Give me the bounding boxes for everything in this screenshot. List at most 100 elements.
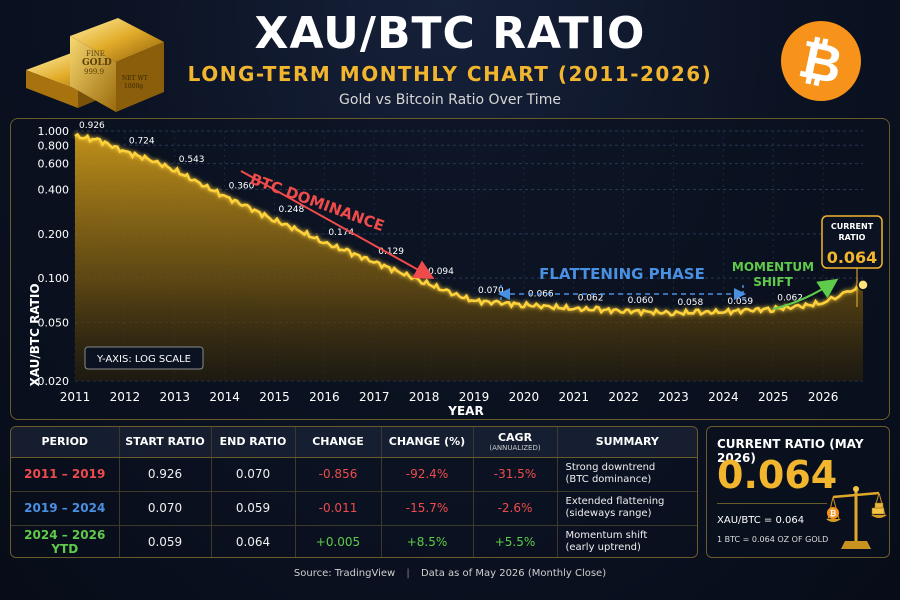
header: FINE GOLD 999.9 NET WT 1000g XAU/BTC RAT… <box>0 0 900 112</box>
momentum-arrow <box>772 278 839 310</box>
header-change-pct: CHANGE (%) <box>381 427 474 458</box>
x-tick-label: 2024 <box>708 390 739 404</box>
x-tick-label: 2022 <box>608 390 639 404</box>
btc-dominance-arrow <box>240 170 435 279</box>
table-row: 2019 – 2024 0.070 0.059 -0.011 -15.7% -2… <box>11 491 697 526</box>
x-tick-label: 2023 <box>658 390 689 404</box>
row-start: 0.070 <box>119 491 212 526</box>
x-tick-label: 2021 <box>558 390 589 404</box>
row-change-pct: -15.7% <box>381 491 474 526</box>
row-summary: Momentum shift (early uptrend) <box>557 525 697 557</box>
current-ratio-value: 0.064 <box>717 453 838 497</box>
row-change-pct: -92.4% <box>381 457 474 492</box>
current-ratio-marker <box>857 279 869 291</box>
x-tick-label: 2025 <box>758 390 789 404</box>
y-tick-label: 0.800 <box>38 139 70 152</box>
data-label: 0.926 <box>79 121 105 131</box>
y-tick-label: 1.000 <box>38 125 70 138</box>
log-scale-note-box <box>84 346 204 370</box>
data-label: 0.248 <box>278 205 304 215</box>
row-summary-line1: Momentum shift <box>565 530 648 542</box>
current-ratio-callout-line1: CURRENT <box>831 222 874 231</box>
ratio-area <box>75 134 863 381</box>
as-of-text: Data as of May 2026 (Monthly Close) <box>420 568 607 579</box>
source-text: Source: TradingView <box>293 568 396 579</box>
header-period: PERIOD <box>11 427 120 458</box>
y-axis-label: XAU/BTC RATIO <box>28 283 42 386</box>
gold-bars-icon: FINE GOLD 999.9 NET WT 1000g <box>26 18 164 112</box>
data-label: 0.060 <box>628 296 654 306</box>
x-tick-label: 2014 <box>209 390 240 404</box>
gold-bar-text-4: NET WT <box>122 75 148 82</box>
momentum-shift-label-1: MOMENTUM <box>732 260 814 274</box>
x-axis-label: YEAR <box>447 404 483 418</box>
data-label: 0.094 <box>428 267 454 277</box>
row-summary: Extended flattening (sideways range) <box>557 491 697 526</box>
row-change: -0.011 <box>295 491 382 526</box>
row-summary-line1: Extended flattening <box>565 496 665 507</box>
current-ratio-equation: XAU/BTC = 0.064 <box>717 515 805 526</box>
page-title: XAU/BTC RATIO <box>254 8 646 59</box>
x-tick-label: 2016 <box>309 390 340 404</box>
header-summary: SUMMARY <box>557 427 697 458</box>
y-tick-label: 0.100 <box>38 272 70 285</box>
y-tick-label: 0.200 <box>38 228 70 241</box>
momentum-shift-label-2: SHIFT <box>753 275 793 289</box>
x-tick-label: 2013 <box>159 390 190 404</box>
row-start: 0.059 <box>119 525 212 557</box>
data-label: 0.360 <box>229 181 255 191</box>
data-label: 0.062 <box>578 294 604 304</box>
x-tick-label: 2017 <box>359 390 390 404</box>
table-row: 2011 – 2019 0.926 0.070 -0.856 -92.4% -3… <box>11 457 697 492</box>
header-cagr-label: CAGR <box>497 431 533 445</box>
gold-bar-text-3: 999.9 <box>84 68 104 76</box>
x-tick-label: 2018 <box>409 390 440 404</box>
row-summary: Strong downtrend (BTC dominance) <box>557 457 697 492</box>
gold-bar-text-1: FINE <box>86 50 105 58</box>
y-tick-label: 0.050 <box>38 316 70 329</box>
data-label: 0.724 <box>129 137 155 147</box>
row-change: +0.005 <box>295 525 382 557</box>
balance-scale-icon: ₿ <box>826 486 887 549</box>
summary-table: PERIOD START RATIO END RATIO CHANGE CHAN… <box>11 427 697 557</box>
gold-bar-text-5: 1000g <box>124 83 143 90</box>
x-axis-ticks: 2011 2012 2013 2014 2015 2016 2017 2018 2019 2020… <box>60 390 839 404</box>
flattening-phase-label: FLATTENING PHASE <box>539 265 705 283</box>
current-ratio-callout-value: 0.064 <box>827 248 878 267</box>
data-label: 0.062 <box>777 294 803 304</box>
row-change-pct: +8.5% <box>381 525 474 557</box>
row-cagr: +5.5% <box>473 525 558 557</box>
current-ratio-divider <box>717 503 827 504</box>
x-tick-label: 2015 <box>259 390 290 404</box>
table-row: 2024 – 2026 YTD 0.059 0.064 +0.005 +8.5%… <box>11 525 697 557</box>
log-scale-note: Y-AXIS: LOG SCALE <box>96 354 191 365</box>
data-label: 0.174 <box>328 228 354 238</box>
svg-text:₿: ₿ <box>830 509 837 518</box>
row-period: 2024 – 2026 YTD <box>11 525 120 557</box>
x-tick-label: 2011 <box>60 390 91 404</box>
page-subtitle: LONG-TERM MONTHLY CHART (2011-2026) <box>187 62 713 86</box>
summary-table-panel: PERIOD START RATIO END RATIO CHANGE CHAN… <box>10 426 698 558</box>
data-label: 0.058 <box>677 298 703 308</box>
y-tick-label: 0.020 <box>38 375 70 388</box>
x-tick-label: 2020 <box>509 390 540 404</box>
table-header-row: PERIOD START RATIO END RATIO CHANGE CHAN… <box>11 427 697 458</box>
header-cagr: CAGR (ANNUALIZED) <box>473 427 558 458</box>
x-tick-label: 2019 <box>459 390 490 404</box>
current-ratio-panel: CURRENT RATIO (MAY 2026) 0.064 XAU/BTC =… <box>706 426 890 558</box>
y-tick-label: 0.600 <box>38 158 70 171</box>
row-cagr: -31.5% <box>473 457 558 492</box>
x-tick-label: 2026 <box>808 390 839 404</box>
page-tagline: Gold vs Bitcoin Ratio Over Time <box>339 92 561 108</box>
row-summary-line2: (sideways range) <box>565 508 652 519</box>
footer-separator: | <box>406 568 410 579</box>
row-start: 0.926 <box>119 457 212 492</box>
x-tick-label: 2012 <box>110 390 141 404</box>
header-end-ratio: END RATIO <box>211 427 296 458</box>
row-end: 0.064 <box>211 525 296 557</box>
ratio-line <box>74 132 864 317</box>
current-ratio-callout-line2: RATIO <box>839 233 866 242</box>
row-summary-line2: (BTC dominance) <box>565 474 652 485</box>
